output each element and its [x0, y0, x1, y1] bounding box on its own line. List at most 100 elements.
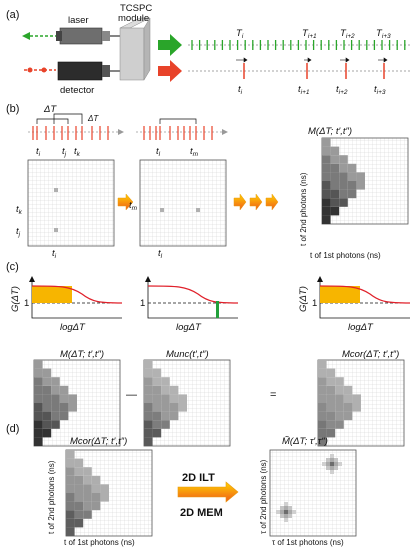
- matrix-cell: [66, 467, 75, 476]
- grid-mid-ylabel: tm: [129, 200, 138, 212]
- matrix-cell: [83, 493, 92, 502]
- matrix-cell: [356, 172, 365, 181]
- matrix-cell: [343, 394, 353, 403]
- peak-cell: [334, 462, 338, 466]
- method-mem-label: 2D MEM: [180, 507, 223, 519]
- matrix-cell: [51, 411, 60, 421]
- matrix-cell: [347, 172, 357, 181]
- matrix-cell: [144, 377, 153, 386]
- minus-operator: —: [126, 389, 137, 401]
- matrix-cell: [34, 437, 43, 446]
- matrix-cell: [66, 493, 75, 502]
- equals-operator: =: [270, 389, 276, 401]
- matrix-cell: [144, 437, 153, 446]
- correlation-matrix-b: [321, 137, 409, 225]
- matrix-cell: [330, 181, 340, 190]
- matrix-cell: [51, 403, 60, 412]
- peak-cell: [330, 466, 334, 470]
- matrix-cell: [144, 428, 153, 438]
- matrix-cell: [74, 493, 84, 502]
- peak-cell: [326, 466, 330, 470]
- matrix-cell: [59, 411, 69, 421]
- matrix-cell: [144, 411, 153, 421]
- peak-cell: [330, 462, 334, 466]
- peak-cell: [280, 506, 284, 510]
- matrix-cell: [322, 181, 331, 190]
- matrix-cell: [59, 385, 69, 395]
- grid-left-ylabel-j: tj: [16, 226, 21, 238]
- matrix-cell: [59, 394, 69, 403]
- matrix-cell: [169, 385, 179, 395]
- matrix-cell: [161, 385, 170, 395]
- matrix-cell: [161, 411, 170, 421]
- matrix-cell: [100, 484, 109, 493]
- peak-cell: [284, 518, 288, 522]
- matrix-cell: [161, 394, 170, 403]
- matrix-cell: [144, 403, 153, 412]
- matrix-cell: [347, 189, 357, 199]
- matrix-b-ylabel: t of 2nd photons (ns): [299, 172, 308, 246]
- marker-t-i2: ti+2: [336, 84, 348, 96]
- matrix-cell: [68, 394, 77, 403]
- matrix-cell: [335, 394, 344, 403]
- laser-device: [56, 27, 110, 45]
- matrix-cell: [68, 403, 77, 412]
- matrix-cell: [42, 394, 52, 403]
- matrix-cell: [335, 377, 344, 386]
- matrix-cell: [34, 377, 43, 386]
- marker-T-i2: Ti+2: [340, 28, 355, 40]
- matrix-cell: [322, 172, 331, 181]
- matrix-cell: [59, 403, 69, 412]
- peak-cell: [284, 506, 288, 510]
- g-plot-3-ylabel: G(ΔT): [298, 286, 309, 312]
- matrix-d-left-xlabel: t of 1st photons (ns): [64, 538, 135, 547]
- matrix-cell: [356, 181, 365, 190]
- matrix-cell: [318, 403, 327, 412]
- matrix-cell: [100, 493, 109, 502]
- matrix-cell: [152, 403, 162, 412]
- matrix-cell: [34, 394, 43, 403]
- matrix-cell: [169, 403, 179, 412]
- sync-pulse-train: [191, 40, 406, 50]
- matrix-cell: [74, 458, 84, 468]
- matrix-cell: [326, 420, 336, 429]
- matrix-cell: [34, 360, 43, 369]
- matrix-cell: [144, 368, 153, 378]
- matrix-cell: [34, 385, 43, 395]
- time-ti: ti: [36, 146, 41, 158]
- peak-cell: [326, 462, 330, 466]
- peak-cell: [330, 470, 334, 474]
- peak-cell: [288, 510, 292, 514]
- matrix-cell: [152, 377, 162, 386]
- correlation-grid-left: [27, 159, 115, 247]
- matrix-cell: [330, 206, 340, 216]
- matrix-cell: [330, 172, 340, 181]
- tcspc-module: [119, 17, 151, 81]
- marker-t-i: ti: [238, 84, 243, 96]
- matrix-cell: [51, 377, 60, 386]
- matrix-cell: [74, 510, 84, 519]
- matrix-cell: [322, 163, 331, 173]
- grid-left-xlabel: ti: [52, 248, 57, 260]
- matrix-cell: [91, 484, 101, 493]
- matrix-cell: [66, 458, 75, 468]
- matrix-cell: [83, 510, 92, 519]
- peak-cell: [284, 510, 288, 514]
- detector-label: detector: [60, 85, 94, 96]
- matrix-cell: [66, 475, 75, 485]
- marker-T-i3: Ti+3: [376, 28, 391, 40]
- sync-output-arrow: [158, 34, 182, 56]
- g-curve-plot-3: [317, 276, 411, 319]
- distribution-peak-2: [322, 454, 342, 474]
- laser-beam-arrow: [22, 32, 56, 40]
- delay-brackets: [236, 57, 388, 63]
- matrix-cell: [42, 385, 52, 395]
- matrix-cell: [318, 411, 327, 421]
- matrix-cell: [169, 411, 179, 421]
- matrix-cell: [161, 377, 170, 386]
- matrix-cell: [318, 437, 327, 446]
- matrix-cell: [34, 428, 43, 438]
- matrix-c2-title: Munc(t′,t″): [166, 349, 209, 360]
- peak-cell: [330, 454, 334, 458]
- matrix-cell: [339, 172, 348, 181]
